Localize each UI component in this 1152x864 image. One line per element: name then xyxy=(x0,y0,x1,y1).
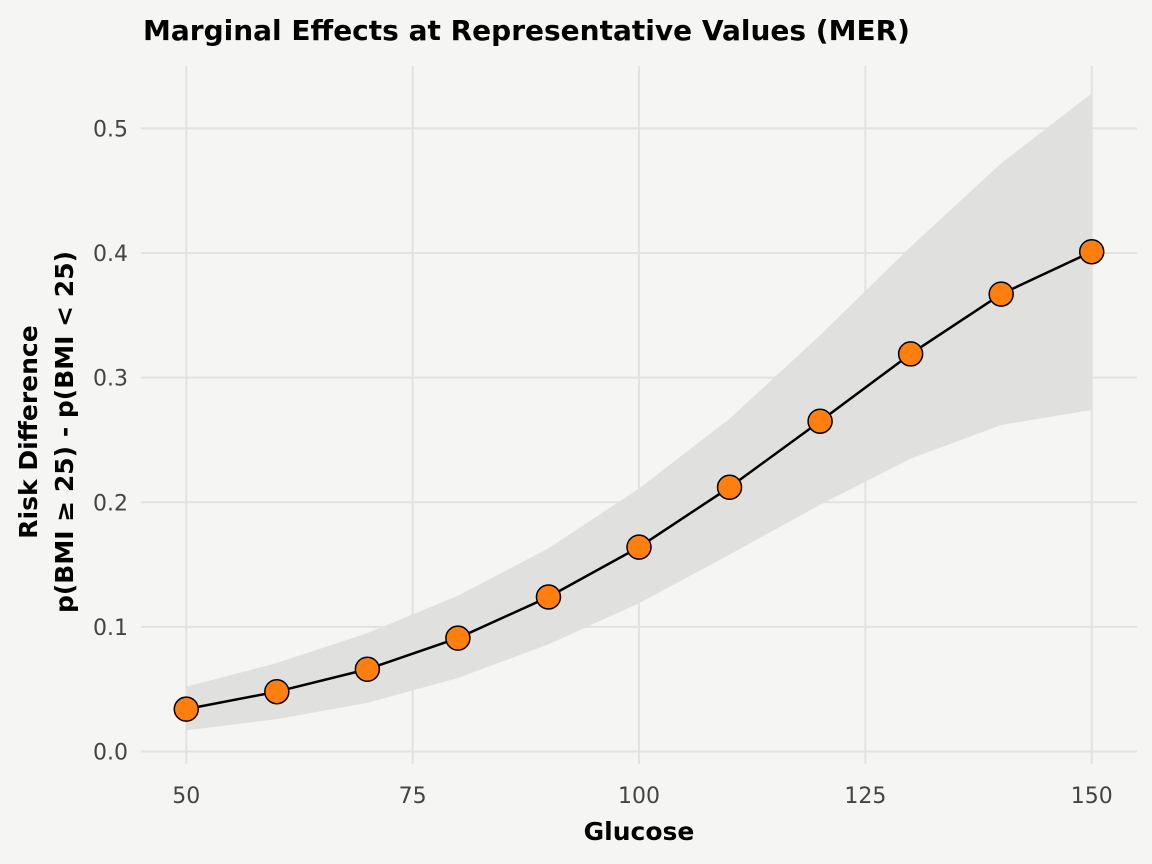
y-tick-label: 0.1 xyxy=(93,616,128,641)
tick-layer: 50 75 100 125 150 0.0 0.1 0.2 0.3 0.4 0.5 xyxy=(93,117,1113,809)
y-tick-label: 0.2 xyxy=(93,491,128,516)
y-axis-title-line-1: Risk Difference xyxy=(14,325,43,538)
data-point xyxy=(807,408,833,434)
data-point xyxy=(445,625,471,651)
point-layer xyxy=(173,238,1105,722)
ribbon-layer xyxy=(186,93,1092,731)
data-point xyxy=(264,678,290,705)
y-tick-label: 0.5 xyxy=(93,117,128,142)
chart-title: Marginal Effects at Representative Value… xyxy=(143,14,910,47)
data-point xyxy=(716,474,743,501)
y-tick-label: 0.4 xyxy=(93,242,128,267)
data-point xyxy=(1078,238,1105,265)
y-tick-label: 0.0 xyxy=(93,741,128,766)
x-tick-label: 125 xyxy=(844,784,886,809)
data-point xyxy=(897,341,924,367)
y-axis-title-line-2: p(BMI ≥ 25) - p(BMI < 25) xyxy=(50,251,79,613)
data-point xyxy=(354,656,381,683)
y-tick-label: 0.3 xyxy=(93,367,128,392)
x-tick-label: 100 xyxy=(618,784,660,809)
x-tick-label: 75 xyxy=(399,784,427,809)
x-tick-label: 150 xyxy=(1071,784,1113,809)
data-point xyxy=(535,584,562,610)
data-point xyxy=(173,696,200,722)
x-tick-label: 50 xyxy=(172,784,200,809)
data-point xyxy=(988,281,1014,307)
confidence-ribbon xyxy=(186,93,1092,731)
y-axis-title: Risk Difference p(BMI ≥ 25) - p(BMI < 25… xyxy=(14,251,79,613)
x-axis-title: Glucose xyxy=(584,817,695,846)
data-point xyxy=(626,534,652,560)
